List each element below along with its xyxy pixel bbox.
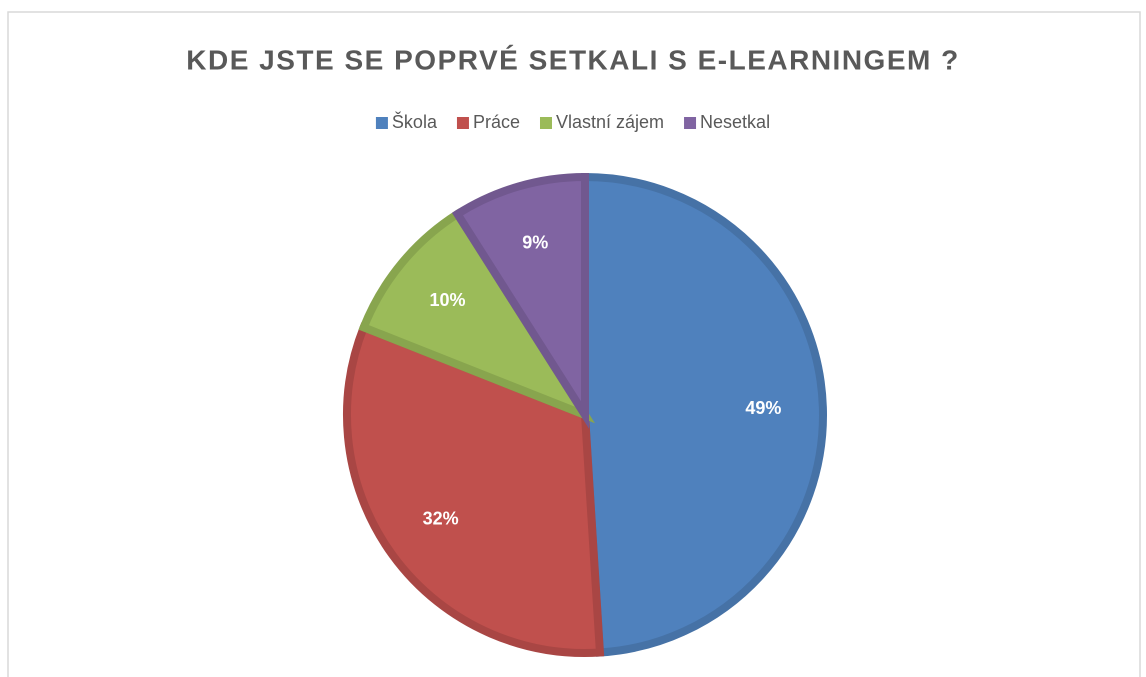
legend-label: Škola: [392, 111, 438, 132]
legend-swatch: [539, 117, 552, 129]
legend-swatch: [456, 117, 469, 129]
pie-slice: [581, 172, 827, 657]
data-label: 10%: [429, 290, 465, 310]
pie-slice: [451, 172, 589, 429]
data-label: 9%: [522, 232, 548, 252]
legend: Škola Práce Vlastní zájem Nesetkal: [375, 111, 770, 132]
legend-swatch: [375, 117, 388, 129]
legend-label: Vlastní zájem: [556, 112, 664, 132]
legend-swatch: [684, 117, 697, 129]
pie: 49% 32% 10% 9%: [343, 172, 827, 657]
legend-label: Práce: [473, 112, 520, 132]
pie-slice: [358, 208, 595, 424]
data-label: 32%: [423, 509, 459, 529]
pie-slice: [343, 322, 605, 657]
chart-title: KDE JSTE SE POPRVÉ SETKALI S E-LEARNINGE…: [186, 44, 959, 75]
legend-label: Nesetkal: [700, 112, 770, 132]
data-label: 49%: [745, 398, 781, 418]
chart-frame: [7, 11, 1141, 677]
